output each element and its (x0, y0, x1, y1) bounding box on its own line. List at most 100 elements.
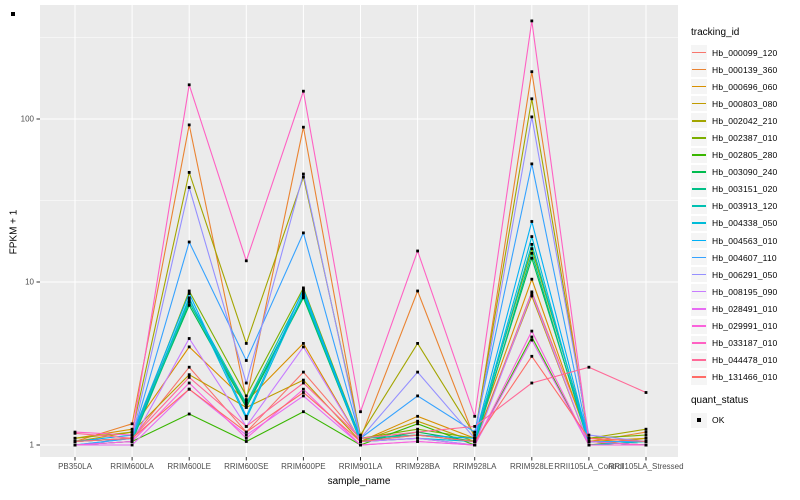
legend-key (691, 79, 707, 95)
data-point (644, 433, 648, 437)
data-point (416, 436, 419, 440)
legend-key-line-icon (692, 119, 706, 122)
legend-label: Hb_033187_010 (712, 338, 778, 349)
data-point (530, 251, 534, 255)
legend-item: Hb_033187_010 (691, 335, 799, 352)
data-point (473, 414, 477, 418)
data-point (359, 436, 362, 440)
legend-title-tracking-id: tracking_id (691, 27, 740, 38)
legend-label: Hb_000099_120 (712, 47, 778, 58)
legend-key (691, 301, 707, 317)
legend-key-line-icon (692, 342, 706, 344)
data-point (187, 337, 191, 340)
legend-key (691, 96, 707, 112)
legend-key-line-icon (692, 171, 706, 173)
data-point (416, 394, 419, 398)
data-point (130, 443, 134, 447)
legend-key-line-icon (692, 256, 706, 259)
legend-item: Hb_000696_060 (691, 78, 799, 95)
data-point (416, 289, 419, 293)
legend-label: Hb_003913_120 (712, 201, 778, 212)
legend-item: Hb_029991_010 (691, 318, 799, 335)
data-point (473, 443, 477, 447)
data-point (302, 288, 305, 291)
legend-key-line-icon (692, 188, 706, 190)
data-point (644, 430, 648, 434)
legend-item-ok: OK (691, 412, 799, 429)
artifact-mark (11, 12, 15, 16)
data-point (302, 172, 305, 176)
y-tick-label: 1 (30, 441, 35, 450)
legend-label: Hb_000696_060 (712, 81, 778, 92)
data-point (587, 436, 591, 440)
y-tick-label: 100 (21, 115, 35, 124)
data-point (244, 402, 248, 405)
legend-label-ok: OK (712, 415, 725, 426)
data-point (302, 175, 305, 179)
legend-key-line-icon (692, 239, 706, 242)
legend-label: Hb_000139_360 (712, 64, 778, 75)
data-point (530, 256, 534, 260)
legend-label: Hb_002042_210 (712, 115, 778, 126)
data-point (530, 243, 534, 246)
legend-key (691, 284, 707, 300)
legend-label: Hb_003151_020 (712, 184, 778, 195)
legend-key (691, 267, 707, 283)
legend-key (691, 113, 707, 129)
data-point (187, 123, 191, 127)
legend-label: Hb_004607_110 (712, 252, 777, 263)
legend-label: Hb_004338_050 (712, 218, 778, 229)
data-point (644, 440, 648, 443)
data-point (416, 342, 419, 345)
data-point (187, 345, 191, 349)
legend-key (691, 45, 707, 61)
data-point (359, 410, 362, 414)
data-point (473, 425, 477, 428)
legend-key (691, 215, 707, 231)
black-square-point-icon (697, 418, 701, 423)
legend-item: Hb_003913_120 (691, 198, 799, 215)
data-point (530, 277, 534, 281)
data-point (530, 294, 534, 298)
x-axis-title: sample_name (327, 476, 391, 487)
data-point (530, 247, 534, 251)
legend-key-line-icon (692, 51, 706, 54)
x-tick-label: RRIM901LA (339, 462, 383, 471)
legend-item: Hb_002387_010 (691, 129, 799, 146)
legend-item: Hb_004563_010 (691, 232, 799, 249)
legend-item: Hb_002805_280 (691, 147, 799, 164)
legend-key-line-icon (692, 137, 706, 139)
data-point (302, 410, 305, 414)
data-point (244, 394, 248, 398)
data-point (416, 370, 419, 374)
data-point (244, 425, 248, 428)
legend-label: Hb_008195_090 (712, 286, 778, 297)
data-point (187, 289, 191, 293)
legend-item: Hb_044478_010 (691, 352, 799, 369)
legend-label: Hb_002387_010 (712, 133, 778, 144)
data-point (244, 414, 248, 418)
legend-key (691, 164, 707, 180)
data-point (530, 290, 534, 294)
data-point (73, 440, 77, 443)
data-point (530, 354, 534, 358)
data-point (530, 220, 534, 223)
data-point (416, 414, 419, 418)
legend-key-line-icon (692, 325, 706, 327)
legend-label: Hb_000803_080 (712, 98, 778, 109)
data-point (187, 186, 191, 189)
data-point (244, 359, 248, 362)
legend-item: Hb_131466_010 (691, 369, 799, 386)
x-tick-label: RRIM928LA (453, 462, 497, 471)
legend-key-line-icon (692, 102, 706, 105)
legend-key (691, 147, 707, 163)
data-point (530, 115, 534, 119)
data-point (130, 433, 134, 437)
x-tick-label: RRIM928BA (395, 462, 440, 471)
data-point (416, 422, 419, 426)
legend-key-line-icon (692, 222, 706, 225)
legend-key (691, 198, 707, 214)
data-point (302, 394, 305, 398)
data-point (73, 443, 77, 447)
data-point (644, 443, 648, 447)
